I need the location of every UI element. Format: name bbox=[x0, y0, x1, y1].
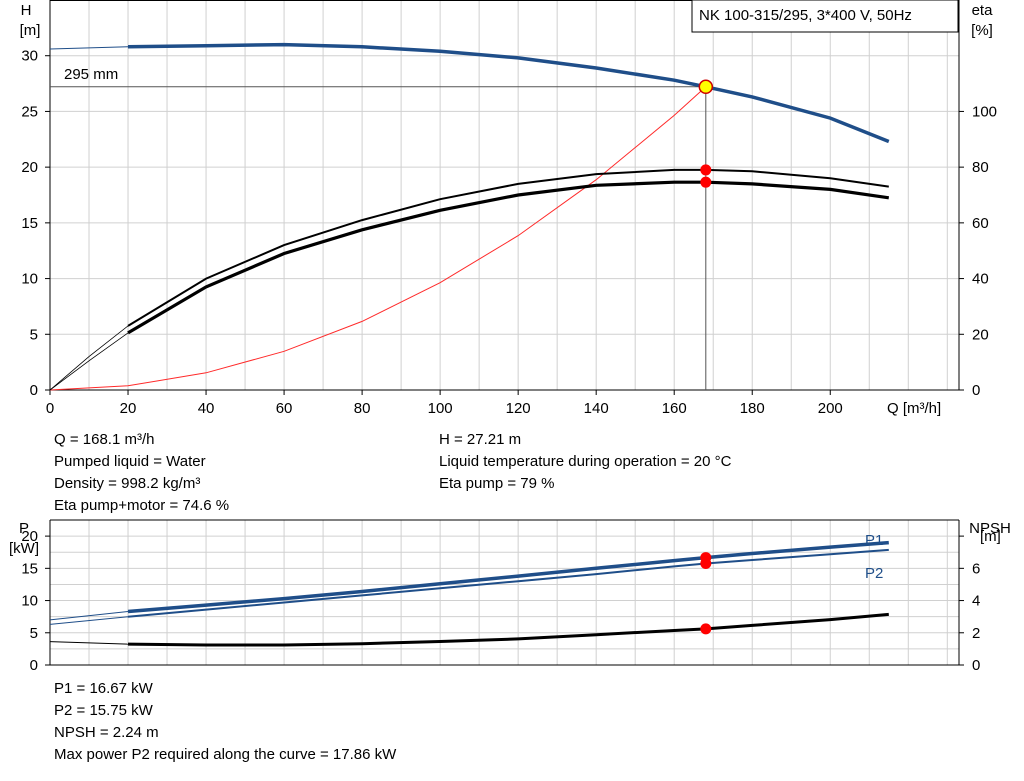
chart-title: NK 100-315/295, 3*400 V, 50Hz bbox=[699, 7, 912, 24]
y-right-axis-unit: [%] bbox=[971, 22, 993, 39]
npsh-tick-label: 6 bbox=[972, 560, 980, 577]
x-tick-label: 200 bbox=[818, 400, 843, 417]
y-left-tick-label: 0 bbox=[30, 382, 38, 399]
head-curve-extension bbox=[49, 46, 129, 50]
p2-curve-extension bbox=[49, 616, 129, 625]
p1-curve bbox=[127, 540, 889, 614]
y-right-axis-label: eta bbox=[972, 2, 994, 19]
x-tick-label: 0 bbox=[46, 400, 54, 417]
title-box bbox=[691, 0, 959, 33]
labels: 0 20 40 60 80 100 120 140 160 180 200 Q [m³/h]05101… bbox=[9, 0, 1011, 674]
head-readout: H = 27.21 m bbox=[439, 431, 522, 448]
temperature-readout: Liquid temperature during operation = 20… bbox=[439, 453, 732, 470]
eta-pump-motor-curve bbox=[127, 180, 890, 335]
power-axis-label: P bbox=[19, 520, 29, 537]
y-right-tick-label: 80 bbox=[972, 159, 989, 176]
y-left-tick-label: 20 bbox=[21, 159, 38, 176]
x-tick-label: 20 bbox=[120, 400, 137, 417]
npsh-tick-label: 2 bbox=[972, 625, 980, 642]
markers bbox=[698, 79, 714, 635]
eta-operating-point bbox=[700, 176, 712, 188]
duty-point-marker bbox=[698, 79, 714, 95]
p1-series-label: P1 bbox=[865, 532, 883, 549]
y-right-tick-label: 40 bbox=[972, 271, 989, 288]
x-tick-label: 160 bbox=[662, 400, 687, 417]
y-left-tick-label: 10 bbox=[21, 271, 38, 288]
head-curve bbox=[127, 42, 890, 144]
liquid-readout: Pumped liquid = Water bbox=[54, 453, 206, 470]
y-left-axis-unit: [m] bbox=[20, 22, 41, 39]
info-block-right: H = 27.21 m Liquid temperature during op… bbox=[439, 429, 731, 495]
flow-readout: Q = 168.1 m³/h bbox=[54, 431, 155, 448]
curves bbox=[49, 42, 890, 647]
x-tick-label: 140 bbox=[584, 400, 609, 417]
info-block-power: P1 = 16.67 kW P2 = 15.75 kW NPSH = 2.24 … bbox=[54, 678, 396, 766]
power-axis-unit: [kW] bbox=[9, 540, 39, 557]
qh-grid bbox=[50, 0, 959, 390]
x-axis-label: Q [m³/h] bbox=[887, 400, 941, 417]
x-tick-label: 80 bbox=[354, 400, 371, 417]
eta-pump-motor-readout: Eta pump+motor = 74.6 % bbox=[54, 497, 230, 514]
p2-readout: P2 = 15.75 kW bbox=[54, 702, 153, 719]
p2-series-label: P2 bbox=[865, 565, 883, 582]
max-power-readout: Max power P2 required along the curve = … bbox=[54, 746, 397, 763]
x-tick-label: 120 bbox=[506, 400, 531, 417]
x-tick-label: 40 bbox=[198, 400, 215, 417]
y-right-tick-label: 60 bbox=[972, 215, 989, 232]
y-left-tick-label: 30 bbox=[21, 48, 38, 65]
axes bbox=[45, 0, 964, 666]
y-right-tick-label: 0 bbox=[972, 382, 980, 399]
eta-pump-readout: Eta pump = 79 % bbox=[439, 475, 555, 492]
power-tick-label: 0 bbox=[30, 657, 38, 674]
npsh-readout: NPSH = 2.24 m bbox=[54, 724, 159, 741]
p1-curve-extension bbox=[49, 611, 129, 621]
npsh-axis-label: NPSH bbox=[969, 520, 1011, 537]
power-tick-label: 5 bbox=[30, 625, 38, 642]
y-right-tick-label: 100 bbox=[972, 103, 997, 120]
npsh-curve bbox=[127, 612, 889, 647]
system-curve bbox=[49, 86, 707, 391]
power-tick-label: 15 bbox=[21, 560, 38, 577]
x-tick-label: 60 bbox=[276, 400, 293, 417]
density-readout: Density = 998.2 kg/m³ bbox=[54, 475, 201, 492]
power-tick-label: 10 bbox=[21, 593, 38, 610]
power-tick-label: 20 bbox=[21, 528, 38, 545]
x-tick-label: 100 bbox=[428, 400, 453, 417]
power-grid bbox=[50, 520, 959, 665]
p2-curve bbox=[127, 548, 889, 618]
eta-operating-point bbox=[700, 164, 712, 176]
eta-pump-curve bbox=[127, 168, 889, 327]
eta-pump-curve-extension bbox=[49, 325, 129, 391]
x-tick-label: 180 bbox=[740, 400, 765, 417]
p2-operating-point bbox=[700, 558, 712, 569]
impeller-label: 295 mm bbox=[64, 66, 118, 83]
y-left-tick-label: 25 bbox=[21, 103, 38, 120]
y-right-tick-label: 20 bbox=[972, 326, 989, 343]
y-left-axis-label: H bbox=[21, 2, 32, 19]
npsh-axis-unit: [m] bbox=[980, 528, 1001, 545]
npsh-tick-label: 0 bbox=[972, 657, 980, 674]
y-left-tick-label: 5 bbox=[30, 326, 38, 343]
eta-pump-motor-curve-extension bbox=[49, 332, 129, 391]
npsh-tick-label: 4 bbox=[972, 593, 980, 610]
y-left-tick-label: 15 bbox=[21, 215, 38, 232]
info-block-left: Q = 168.1 m³/h Pumped liquid = Water Den… bbox=[54, 429, 229, 517]
p1-readout: P1 = 16.67 kW bbox=[54, 680, 153, 697]
npsh-operating-point bbox=[700, 623, 712, 635]
npsh-curve-extension bbox=[49, 641, 129, 645]
